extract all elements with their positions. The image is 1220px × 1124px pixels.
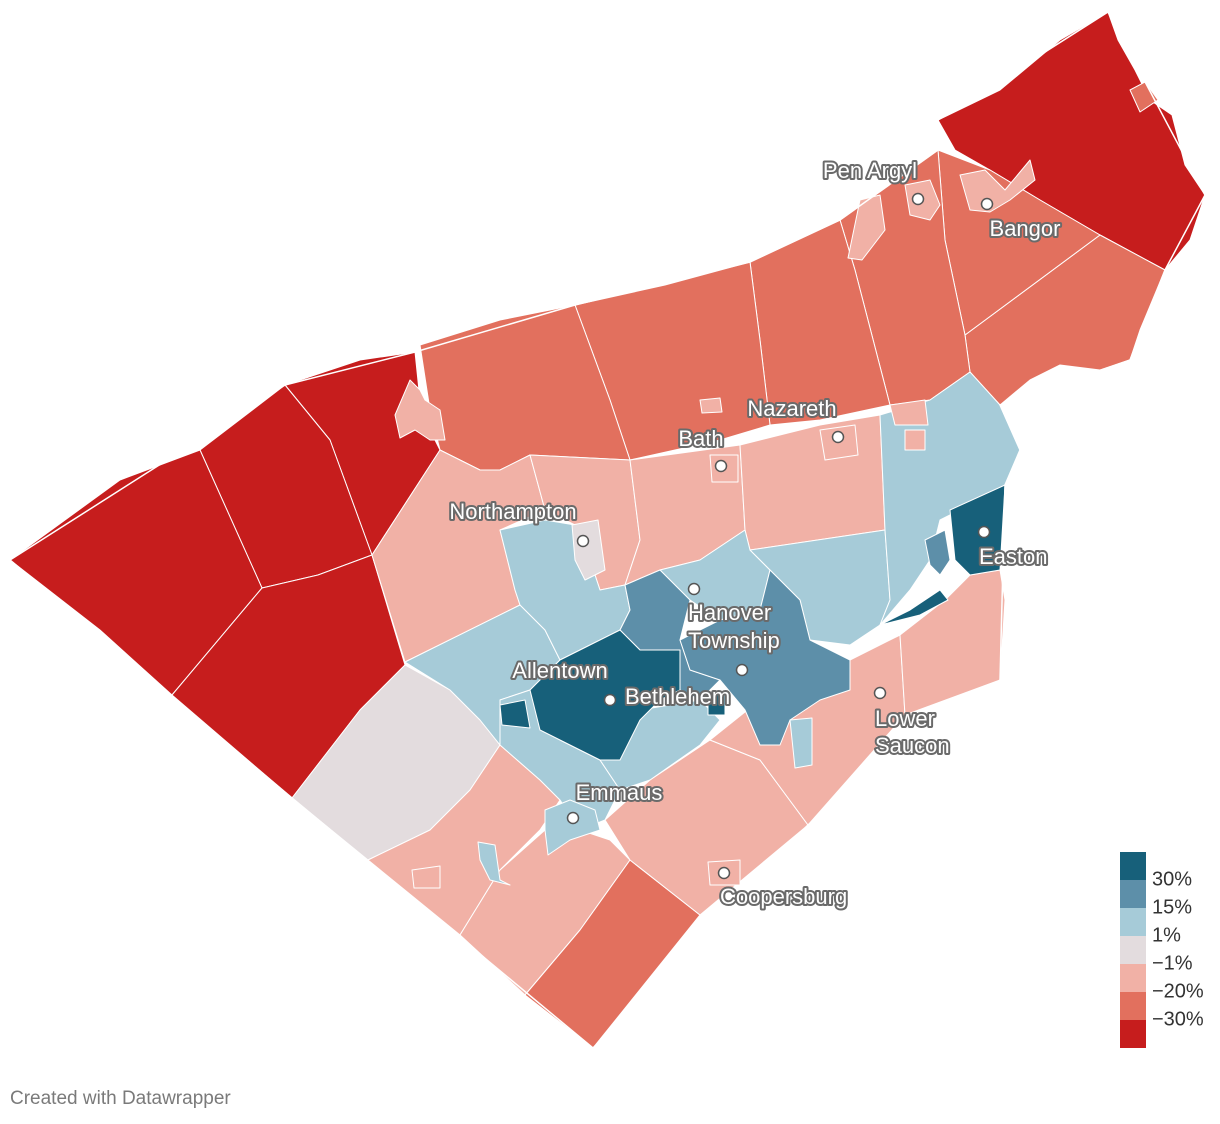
city-coopersburg: Coopersburg <box>717 866 849 911</box>
region-chapman[interactable] <box>699 397 723 414</box>
city-dot <box>831 430 845 444</box>
city-label: Emmaus <box>576 780 663 805</box>
region-upper-nazareth[interactable] <box>739 414 886 551</box>
city-bangor: Bangor <box>980 197 1062 243</box>
city-nazareth: Nazareth <box>745 394 845 444</box>
legend-label: 30% <box>1152 868 1192 890</box>
region-wilson[interactable] <box>879 589 949 626</box>
city-emmaus: Emmaus <box>566 778 664 825</box>
city-dot <box>717 866 731 880</box>
legend-label: 1% <box>1152 924 1181 946</box>
city-label: Coopersburg <box>720 884 847 909</box>
region-williams[interactable] <box>899 569 1006 716</box>
city-label: Bangor <box>990 216 1061 241</box>
city-bethlehem: Bethlehem <box>603 682 732 711</box>
region-wind-gap[interactable] <box>847 194 886 261</box>
legend-label: −30% <box>1152 1008 1204 1030</box>
city-dot <box>977 525 991 539</box>
city-label: Northampton <box>449 499 576 524</box>
city-dot <box>714 459 728 473</box>
city-hanover-township: Hanover Township <box>686 582 782 655</box>
city-dot <box>873 686 887 700</box>
region-portland[interactable] <box>1129 81 1159 113</box>
city-markers: Pen Argyl Bangor Nazareth Bath Northampton Ea… <box>447 156 1062 911</box>
city-dot <box>735 663 749 677</box>
region-allentown[interactable] <box>529 629 681 761</box>
legend-swatch <box>1120 908 1146 936</box>
city-dot <box>980 197 994 211</box>
legend-swatch <box>1120 964 1146 992</box>
region-easton[interactable] <box>949 484 1006 576</box>
legend-swatch <box>1120 992 1146 1020</box>
city-allentown: Allentown <box>510 656 749 685</box>
city-label: Allentown <box>512 658 607 683</box>
map-regions <box>9 11 1206 1049</box>
city-easton: Easton <box>977 525 1050 571</box>
city-dot <box>603 693 617 707</box>
legend-swatch <box>1120 936 1146 964</box>
city-dot <box>566 811 580 825</box>
credit-line[interactable]: Created with Datawrapper <box>10 1088 231 1109</box>
city-dot <box>911 192 925 206</box>
city-label: Nazareth <box>747 396 836 421</box>
county-outline <box>8 10 1206 1050</box>
region-bethlehem-east[interactable] <box>679 569 851 746</box>
region-allentown-west[interactable] <box>499 699 531 729</box>
city-label: Pen Argyl <box>823 158 917 183</box>
region-hellertown[interactable] <box>789 717 813 769</box>
city-northampton: Northampton <box>447 497 590 548</box>
city-label: Easton <box>979 544 1048 569</box>
legend-label: 15% <box>1152 896 1192 918</box>
region-northampton-borough[interactable] <box>571 519 606 581</box>
region-alburtis[interactable] <box>477 841 511 886</box>
legend-swatch <box>1120 852 1146 880</box>
city-label: Bath <box>678 426 723 451</box>
city-dot <box>576 534 590 548</box>
legend: 30% 15% 1% −1% −20% −30% <box>1120 852 1204 1048</box>
city-label: Lower <box>875 706 935 731</box>
region-emmaus[interactable] <box>544 799 601 856</box>
legend-swatch <box>1120 1020 1146 1048</box>
city-label: Bethlehem <box>625 684 730 709</box>
city-label: Saucon <box>875 733 950 758</box>
region-stockertown[interactable] <box>889 399 929 426</box>
region-slatington[interactable] <box>394 379 446 441</box>
city-bath: Bath <box>676 424 728 473</box>
legend-swatch <box>1120 880 1146 908</box>
region-tatamy[interactable] <box>904 429 926 451</box>
legend-label: −1% <box>1152 952 1193 974</box>
region-west-easton[interactable] <box>924 529 951 576</box>
city-label: Township <box>688 628 780 653</box>
region-freemansburg[interactable] <box>707 689 726 716</box>
legend-label: −20% <box>1152 980 1204 1002</box>
region-bangor[interactable] <box>959 159 1036 213</box>
city-label: Hanover <box>688 600 771 625</box>
city-pen-argyl: Pen Argyl <box>821 156 925 206</box>
city-dot <box>687 582 701 596</box>
region-macungie[interactable] <box>411 865 441 889</box>
